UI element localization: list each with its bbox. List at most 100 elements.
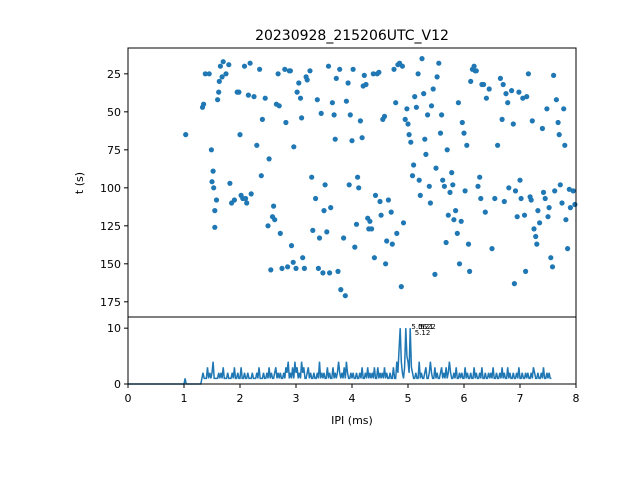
scatter-point	[226, 62, 232, 68]
scatter-point	[549, 264, 556, 270]
scatter-point	[557, 182, 563, 188]
scatter-y-tick-label: 125	[100, 220, 121, 233]
scatter-point	[320, 270, 326, 276]
scatter-point	[475, 183, 481, 189]
scatter-point	[212, 208, 218, 214]
scatter-point	[291, 144, 297, 150]
scatter-point	[307, 68, 313, 74]
scatter-y-tick-label: 25	[107, 68, 121, 81]
scatter-point	[223, 71, 229, 77]
scatter-point	[540, 189, 547, 195]
scatter-point	[268, 267, 274, 273]
scatter-point	[506, 185, 512, 191]
x-tick-label: 2	[237, 392, 244, 405]
scatter-point	[413, 104, 419, 110]
scatter-point	[300, 255, 306, 261]
scatter-point	[416, 177, 422, 183]
scatter-point	[430, 86, 436, 92]
scatter-point	[406, 132, 412, 138]
scatter-point	[399, 63, 405, 69]
scatter-point	[215, 97, 221, 103]
scatter-point	[283, 119, 289, 126]
scatter-point	[331, 112, 337, 118]
scatter-y-label: t (s)	[73, 172, 86, 194]
scatter-point	[183, 132, 189, 138]
scatter-point	[525, 71, 532, 77]
scatter-point	[301, 265, 307, 271]
chart-title: 20230928_215206UTC_V12	[255, 28, 449, 44]
scatter-point	[357, 118, 363, 124]
scatter-point	[539, 125, 546, 132]
scatter-point	[383, 261, 389, 267]
scatter-point	[262, 95, 268, 101]
scatter-point	[272, 217, 278, 223]
scatter-point	[248, 191, 254, 197]
scatter-point	[423, 151, 429, 157]
scatter-point	[279, 265, 285, 271]
x-tick-label: 0	[125, 392, 132, 405]
x-tick-label: 8	[573, 392, 580, 405]
scatter-point	[247, 60, 253, 66]
scatter-point	[318, 110, 324, 116]
scatter-point	[385, 197, 391, 203]
peak-annotation: 5.22	[420, 323, 436, 331]
scatter-point	[566, 186, 572, 192]
scatter-point	[517, 177, 523, 183]
scatter-point	[512, 188, 519, 194]
scatter-point	[553, 97, 560, 103]
scatter-point	[398, 284, 404, 290]
scatter-point	[552, 188, 558, 194]
scatter-point	[443, 239, 449, 246]
histogram-y-ticks: 0 10	[107, 322, 128, 391]
scatter-point	[389, 241, 395, 247]
scatter-point	[338, 287, 344, 293]
scatter-point	[220, 59, 226, 65]
scatter-point	[257, 66, 263, 72]
scatter-point	[297, 95, 304, 101]
scatter-point	[349, 138, 355, 144]
scatter-point	[445, 212, 451, 218]
scatter-point	[499, 116, 505, 122]
scatter-point	[453, 208, 459, 214]
histogram-panel: 5.065.125.225.21 0 10 0 1 2 3 4 5 6 7 8 IPI (ms)	[107, 316, 580, 427]
scatter-panel: 25 50 75 100 125 150 175 t (s)	[73, 47, 578, 318]
scatter-point	[216, 89, 222, 95]
scatter-point	[528, 197, 534, 203]
scatter-point	[266, 156, 272, 162]
scatter-point	[236, 89, 242, 95]
scatter-point	[353, 221, 360, 227]
scatter-point	[436, 60, 442, 66]
scatter-point	[495, 142, 501, 148]
peak-annotation: 5.12	[415, 329, 431, 337]
scatter-point	[394, 230, 400, 236]
scatter-point	[411, 162, 417, 168]
scatter-point	[378, 212, 384, 218]
scatter-point	[486, 86, 492, 92]
scatter-point	[433, 165, 439, 171]
scatter-point	[363, 81, 369, 88]
scatter-point	[367, 218, 373, 224]
scatter-y-tick-label: 150	[100, 258, 121, 271]
scatter-point	[335, 268, 341, 274]
scatter-point	[381, 113, 388, 119]
scatter-point	[523, 268, 529, 274]
scatter-point	[227, 180, 233, 186]
scatter-point	[503, 91, 509, 97]
scatter-point	[462, 188, 468, 194]
x-tick-label: 3	[293, 392, 300, 405]
scatter-point	[245, 92, 251, 98]
scatter-point	[370, 71, 376, 77]
scatter-point	[206, 71, 212, 77]
histogram-y-tick-label: 10	[107, 322, 121, 335]
scatter-point	[244, 200, 250, 206]
scatter-point	[277, 230, 283, 236]
scatter-point	[219, 74, 225, 80]
scatter-point	[405, 121, 411, 127]
peak-annotation: 5.06	[411, 323, 427, 331]
scatter-point	[421, 91, 427, 97]
scatter-y-tick-label: 75	[107, 144, 121, 157]
scatter-point	[287, 68, 293, 74]
scatter-point	[481, 81, 487, 88]
peak-annotation: 5.21	[418, 323, 434, 331]
scatter-point	[437, 130, 444, 136]
